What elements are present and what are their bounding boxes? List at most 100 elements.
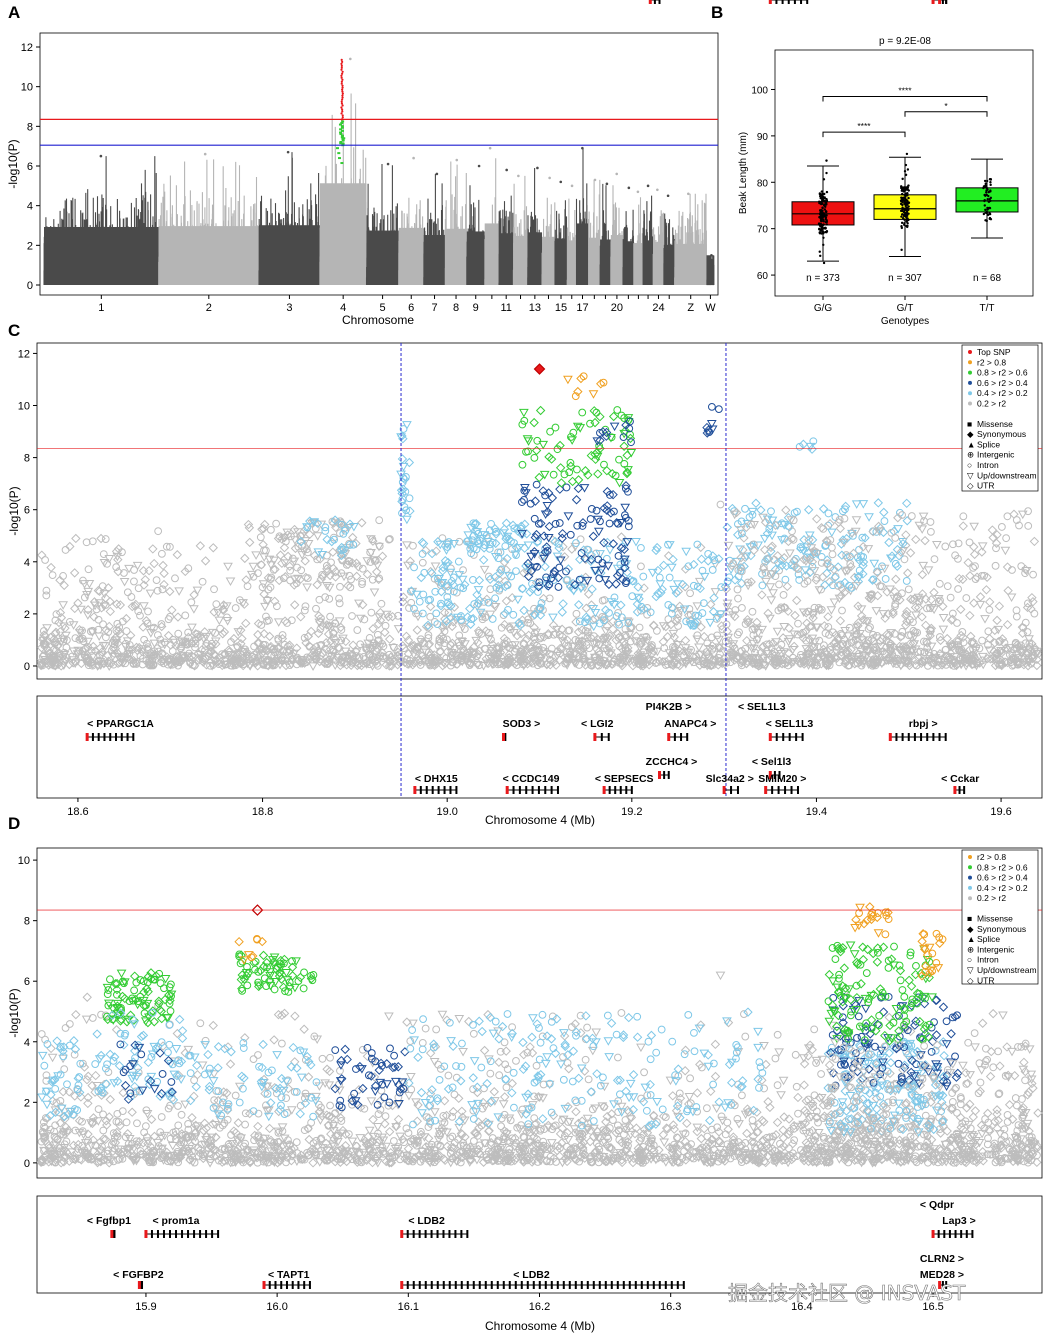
data-point [818,228,821,231]
gene-label: < LGI2 [581,718,614,730]
chromosome-peak-point [615,172,619,176]
snp-point [338,634,348,644]
snp-point [48,571,57,579]
snp-point [446,612,456,623]
data-point [821,192,824,196]
hit-red-point [340,112,343,115]
snp-point [127,593,136,601]
chromosome-peak-point [581,146,584,150]
snp-point [581,618,589,627]
snp-point [443,593,452,601]
snp-point [47,658,58,668]
snp-point [501,596,512,606]
snp-point [763,608,773,619]
snp-point [475,628,483,637]
snp-point [434,574,442,583]
x-tick-label: 4 [340,302,346,314]
snp-point [252,661,263,671]
snp-point [454,557,463,566]
panel-letter-d: D [8,814,20,833]
data-point [825,231,828,234]
snp-point [424,631,433,640]
chromosome-15 [554,180,568,285]
utr [953,786,957,794]
snp-point [241,1120,250,1129]
snp-point [950,657,960,667]
snp-point [968,650,979,660]
snp-point [513,661,521,670]
snp-point [491,594,500,603]
snp-point [695,660,705,670]
snp-point [89,612,99,622]
snp-point [738,1091,746,1100]
snp-point [317,620,327,631]
snp-point [46,562,56,573]
chromosome-17 [575,146,590,285]
snp-point [556,644,567,654]
snp-point [267,573,276,582]
snp-point [353,626,362,634]
chromosome-band [319,183,367,285]
exon [667,771,670,779]
snp-point [892,660,901,668]
snp-point [965,610,975,621]
snp-point [418,609,427,618]
snp-point [336,550,347,561]
snp-point [373,574,384,585]
snp-point [71,634,80,643]
snp-point [263,573,274,583]
data-point [900,221,904,225]
snp-point [519,639,528,648]
count-label: n = 307 [888,273,922,284]
data-point [902,190,905,193]
snp-point [702,1104,711,1113]
snp-point [341,636,351,647]
snp-point [904,660,915,671]
snp-point [734,594,742,603]
snp-point [442,635,451,644]
snp-point [635,623,644,632]
snp-point [241,653,252,663]
exon [800,0,803,4]
snp-point [575,647,586,657]
snp-point [902,577,911,585]
snp-point [988,532,998,543]
snp-point [309,518,320,527]
snp-point [316,574,326,584]
hit-green-point [340,126,344,129]
snp-point [714,635,724,645]
snp-point [264,555,275,565]
snp-point [171,659,181,669]
snp-point [991,561,1000,570]
snp-point [511,542,522,553]
snp-point [694,643,704,652]
snp-point [885,645,896,655]
snp-point [571,495,582,505]
exon [663,771,666,779]
data-point [900,226,904,230]
snp-point [172,550,183,560]
snp-point [686,589,694,598]
snp-point [300,606,309,615]
snp-point [941,542,950,551]
snp-point [1003,657,1013,668]
snp-point [531,445,542,456]
exon [658,0,661,4]
legend-swatch [968,360,972,365]
snp-point [104,554,115,564]
snp-point [402,421,412,430]
exon [103,733,106,741]
snp-point [455,641,464,650]
snp-point [977,542,988,551]
snp-point [680,658,691,668]
x-tick-label: 18.6 [67,806,88,818]
exon [512,786,515,794]
snp-point [892,561,902,571]
data-point [989,196,993,200]
data-point [825,223,829,226]
snp-point [972,572,982,582]
snp-point [710,588,721,597]
snp-point [274,634,283,643]
snp-point [994,601,1005,611]
